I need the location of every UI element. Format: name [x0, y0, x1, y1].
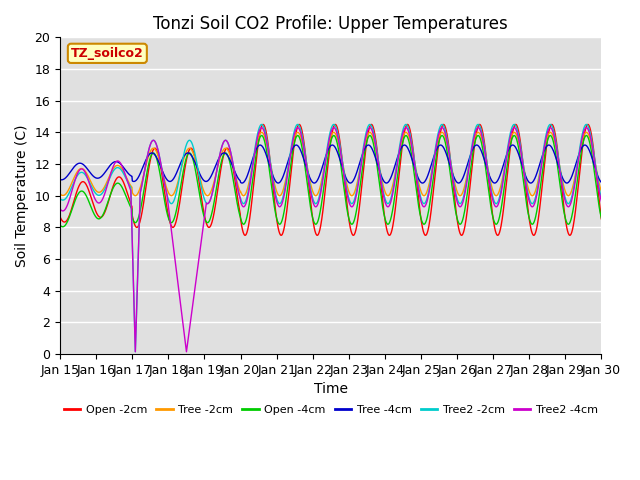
Tree2 -4cm	[258, 125, 266, 131]
Open -4cm	[269, 197, 277, 203]
Tree -4cm	[504, 150, 511, 156]
Tree -2cm	[504, 149, 511, 155]
Open -2cm	[56, 214, 64, 220]
Open -4cm	[415, 202, 422, 207]
Tree -4cm	[269, 174, 277, 180]
Tree -4cm	[598, 180, 605, 185]
Tree2 -4cm	[283, 180, 291, 185]
Tree2 -4cm	[269, 182, 277, 188]
Title: Tonzi Soil CO2 Profile: Upper Temperatures: Tonzi Soil CO2 Profile: Upper Temperatur…	[154, 15, 508, 33]
Legend: Open -2cm, Tree -2cm, Open -4cm, Tree -4cm, Tree2 -2cm, Tree2 -4cm: Open -2cm, Tree -2cm, Open -4cm, Tree -4…	[60, 401, 602, 420]
Line: Tree2 -2cm: Tree2 -2cm	[60, 124, 602, 352]
Tree -4cm	[415, 176, 422, 181]
Tree -2cm	[56, 191, 64, 197]
Open -2cm	[241, 232, 249, 238]
Tree -2cm	[131, 193, 139, 199]
Tree -2cm	[598, 189, 605, 194]
Line: Tree -2cm: Tree -2cm	[60, 132, 602, 196]
Tree2 -4cm	[56, 206, 64, 212]
Tree -4cm	[283, 164, 291, 169]
Text: TZ_soilco2: TZ_soilco2	[71, 47, 144, 60]
Tree2 -2cm	[176, 171, 184, 177]
Line: Open -2cm: Open -2cm	[60, 124, 602, 235]
Tree2 -2cm	[550, 130, 558, 135]
Tree -4cm	[176, 162, 184, 168]
Open -2cm	[504, 170, 511, 176]
Tree2 -4cm	[504, 149, 511, 155]
X-axis label: Time: Time	[314, 383, 348, 396]
Open -4cm	[56, 222, 64, 228]
Open -2cm	[269, 188, 277, 193]
Tree2 -4cm	[550, 133, 558, 139]
Open -4cm	[550, 142, 558, 147]
Line: Tree -4cm: Tree -4cm	[60, 145, 602, 183]
Open -4cm	[176, 187, 184, 193]
Tree -2cm	[269, 175, 277, 181]
Tree -2cm	[415, 179, 422, 184]
Tree2 -4cm	[176, 298, 184, 303]
Tree -4cm	[256, 142, 264, 148]
Tree -2cm	[550, 136, 558, 142]
Open -2cm	[283, 211, 291, 216]
Tree2 -4cm	[415, 186, 422, 192]
Tree -4cm	[238, 180, 246, 186]
Tree2 -2cm	[415, 183, 422, 189]
Tree2 -2cm	[269, 179, 277, 184]
Tree2 -2cm	[598, 195, 605, 201]
Open -4cm	[283, 194, 291, 200]
Line: Open -4cm: Open -4cm	[60, 135, 602, 227]
Open -2cm	[550, 126, 558, 132]
Open -2cm	[259, 121, 267, 127]
Tree -2cm	[258, 130, 266, 135]
Tree -2cm	[283, 173, 291, 179]
Open -4cm	[598, 216, 605, 221]
Tree2 -2cm	[56, 196, 64, 202]
Open -2cm	[176, 200, 184, 206]
Tree2 -2cm	[131, 349, 139, 355]
Tree2 -4cm	[131, 349, 139, 355]
Tree2 -4cm	[598, 199, 605, 204]
Tree -4cm	[550, 150, 558, 156]
Y-axis label: Soil Temperature (C): Soil Temperature (C)	[15, 124, 29, 267]
Line: Tree2 -4cm: Tree2 -4cm	[60, 128, 602, 352]
Open -4cm	[504, 160, 511, 166]
Tree2 -2cm	[258, 121, 266, 127]
Open -4cm	[258, 132, 266, 138]
Tree2 -2cm	[504, 146, 511, 152]
Tree2 -2cm	[283, 176, 291, 182]
Tree -2cm	[176, 170, 184, 176]
Open -2cm	[598, 216, 605, 222]
Open -4cm	[59, 224, 67, 229]
Open -2cm	[415, 195, 422, 201]
Tree -4cm	[56, 177, 64, 182]
